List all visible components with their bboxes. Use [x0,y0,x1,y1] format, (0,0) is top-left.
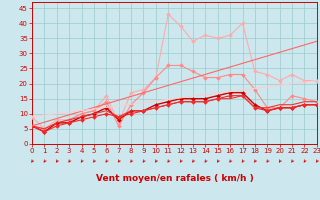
X-axis label: Vent moyen/en rafales ( km/h ): Vent moyen/en rafales ( km/h ) [96,174,253,183]
